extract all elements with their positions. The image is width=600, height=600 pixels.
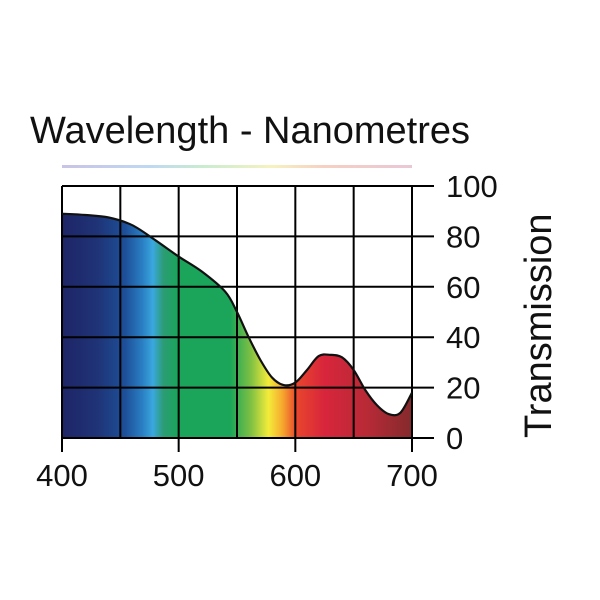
y-tick-label: 20 [446,371,480,406]
y-tick-label: 80 [446,219,480,254]
tick-group: 0 20 40 60 80 100 400 500 600 700 [36,169,498,493]
series-line-group [62,212,412,417]
y-tick-label: 60 [446,270,480,305]
spectrum-strip [62,165,412,168]
y-tick-label: 40 [446,320,480,355]
y-axis-title: Transmission [518,213,560,438]
y-tick-label: 0 [446,421,463,456]
x-tick-label: 500 [153,458,205,493]
y-tick-label: 100 [446,169,498,204]
x-tick-label: 700 [386,458,438,493]
chart-title: Wavelength - Nanometres [30,110,470,152]
grid [61,185,413,439]
x-tick-label: 600 [269,458,321,493]
x-tick-label: 400 [36,458,88,493]
series-line [62,212,412,417]
